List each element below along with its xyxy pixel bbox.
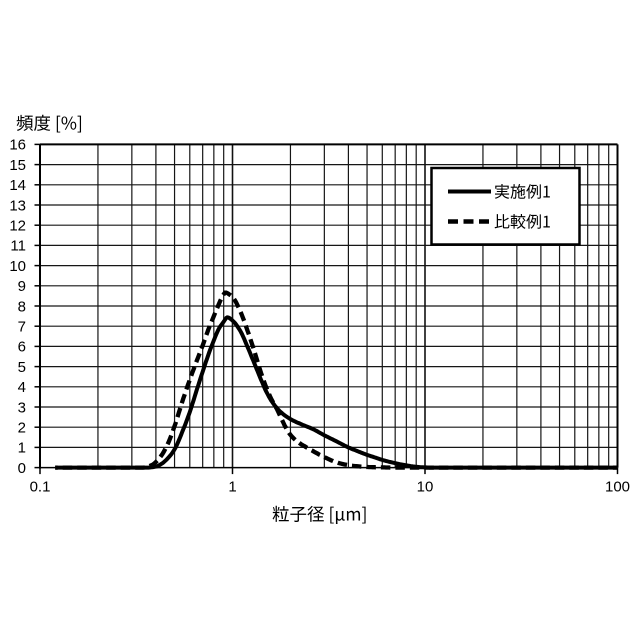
svg-text:3: 3 (18, 399, 26, 416)
svg-text:1: 1 (18, 440, 26, 457)
svg-text:0.1: 0.1 (30, 479, 51, 496)
svg-text:15: 15 (9, 157, 26, 174)
svg-text:100: 100 (605, 479, 630, 496)
svg-text:8: 8 (18, 298, 26, 315)
svg-text:10: 10 (417, 479, 434, 496)
svg-text:6: 6 (18, 339, 26, 356)
svg-text:16: 16 (9, 137, 26, 154)
svg-text:14: 14 (9, 177, 26, 194)
svg-text:7: 7 (18, 319, 26, 336)
svg-text:0: 0 (18, 460, 26, 477)
svg-text:1: 1 (228, 479, 236, 496)
svg-text:12: 12 (9, 218, 26, 235)
svg-text:9: 9 (18, 278, 26, 295)
svg-text:10: 10 (9, 258, 26, 275)
svg-text:4: 4 (18, 379, 26, 396)
svg-text:2: 2 (18, 420, 26, 437)
svg-text:5: 5 (18, 359, 26, 376)
svg-text:11: 11 (10, 238, 26, 255)
svg-text:13: 13 (9, 197, 26, 214)
